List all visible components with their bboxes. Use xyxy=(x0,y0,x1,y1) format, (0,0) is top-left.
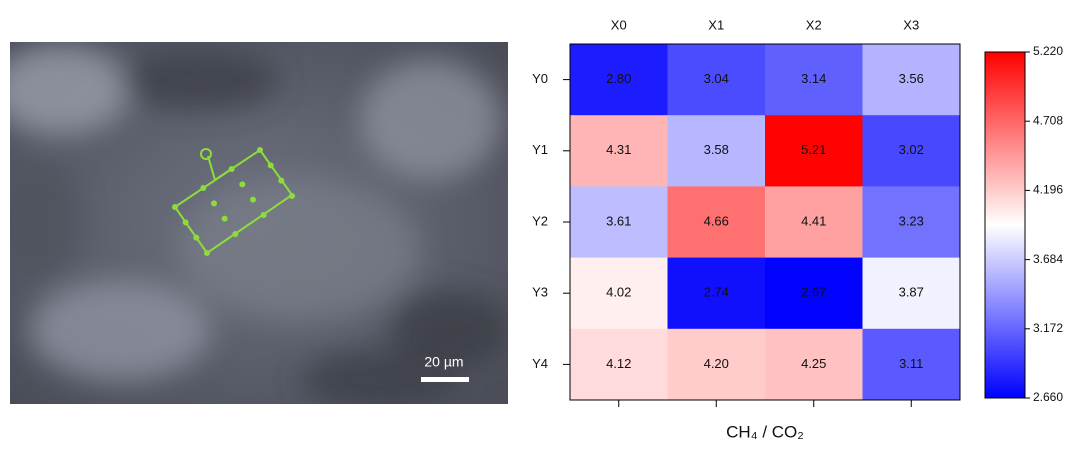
cell-label: 4.66 xyxy=(704,213,729,228)
overlay-dot xyxy=(250,197,256,203)
overlay-dot xyxy=(261,212,267,218)
cell-label: 3.04 xyxy=(704,71,729,86)
overlay-dot xyxy=(289,193,295,199)
cell-label: 4.02 xyxy=(606,285,631,300)
y-category-label: Y1 xyxy=(532,142,548,157)
scale-label: 20 µm xyxy=(424,354,463,370)
cell-label: 4.25 xyxy=(801,356,826,371)
overlay-dot xyxy=(183,219,189,225)
cell-label: 3.56 xyxy=(899,71,924,86)
cell-label: 3.23 xyxy=(899,213,924,228)
overlay-dot xyxy=(222,216,228,222)
cell-label: 3.11 xyxy=(899,356,923,371)
cell-label: 3.61 xyxy=(606,213,631,228)
overlay-dot xyxy=(278,178,284,184)
cell-label: 3.14 xyxy=(801,71,826,86)
overlay-dot xyxy=(200,185,206,191)
x-category-label: X0 xyxy=(611,17,627,32)
colorbar-tick-label: 3.172 xyxy=(1033,321,1063,335)
cell-label: 5.21 xyxy=(801,142,826,157)
colorbar-tick-label: 3.684 xyxy=(1033,252,1063,266)
x-category-label: X2 xyxy=(806,17,822,32)
cell-label: 4.20 xyxy=(704,356,729,371)
cell-label: 3.02 xyxy=(899,142,924,157)
cell-label: 4.31 xyxy=(606,142,631,157)
x-category-label: X3 xyxy=(903,17,919,32)
y-category-label: Y2 xyxy=(532,213,548,228)
cell-label: 2.67 xyxy=(801,285,826,300)
page: {"image": {"scale_label": "20 µm"}, "cha… xyxy=(0,0,1078,448)
cell-label: 3.87 xyxy=(899,285,924,300)
cell-label: 2.74 xyxy=(704,285,729,300)
colorbar-tick-label: 2.660 xyxy=(1033,390,1063,404)
colorbar xyxy=(985,52,1025,398)
y-category-label: Y4 xyxy=(532,356,548,371)
cell-label: 2.80 xyxy=(606,71,631,86)
overlay-dot xyxy=(229,166,235,172)
overlay-dot xyxy=(268,162,274,168)
overlay-dot xyxy=(204,250,210,256)
cell-label: 3.58 xyxy=(704,142,729,157)
colorbar-tick-label: 5.220 xyxy=(1033,44,1063,58)
figure: 20 µm 2.80 3.04 3.14 3.56 4.31 3.58 5.21 3.02 3.… xyxy=(0,0,1078,448)
overlay-dot xyxy=(172,204,178,210)
colorbar-tick-label: 4.708 xyxy=(1033,113,1063,127)
colorbar-tick-label: 4.196 xyxy=(1033,183,1063,197)
overlay-dot xyxy=(193,235,199,241)
overlay-dot xyxy=(211,200,217,206)
y-category-label: Y3 xyxy=(532,285,548,300)
overlay-dot xyxy=(257,147,263,153)
overlay-dot xyxy=(232,231,238,237)
x-axis-title: CH₄ / CO₂ xyxy=(726,422,804,441)
cell-label: 4.12 xyxy=(606,356,631,371)
scale-bar xyxy=(421,377,469,382)
y-category-label: Y0 xyxy=(532,71,548,86)
overlay-dot xyxy=(239,181,245,187)
x-category-label: X1 xyxy=(708,17,724,32)
cell-label: 4.41 xyxy=(801,213,826,228)
